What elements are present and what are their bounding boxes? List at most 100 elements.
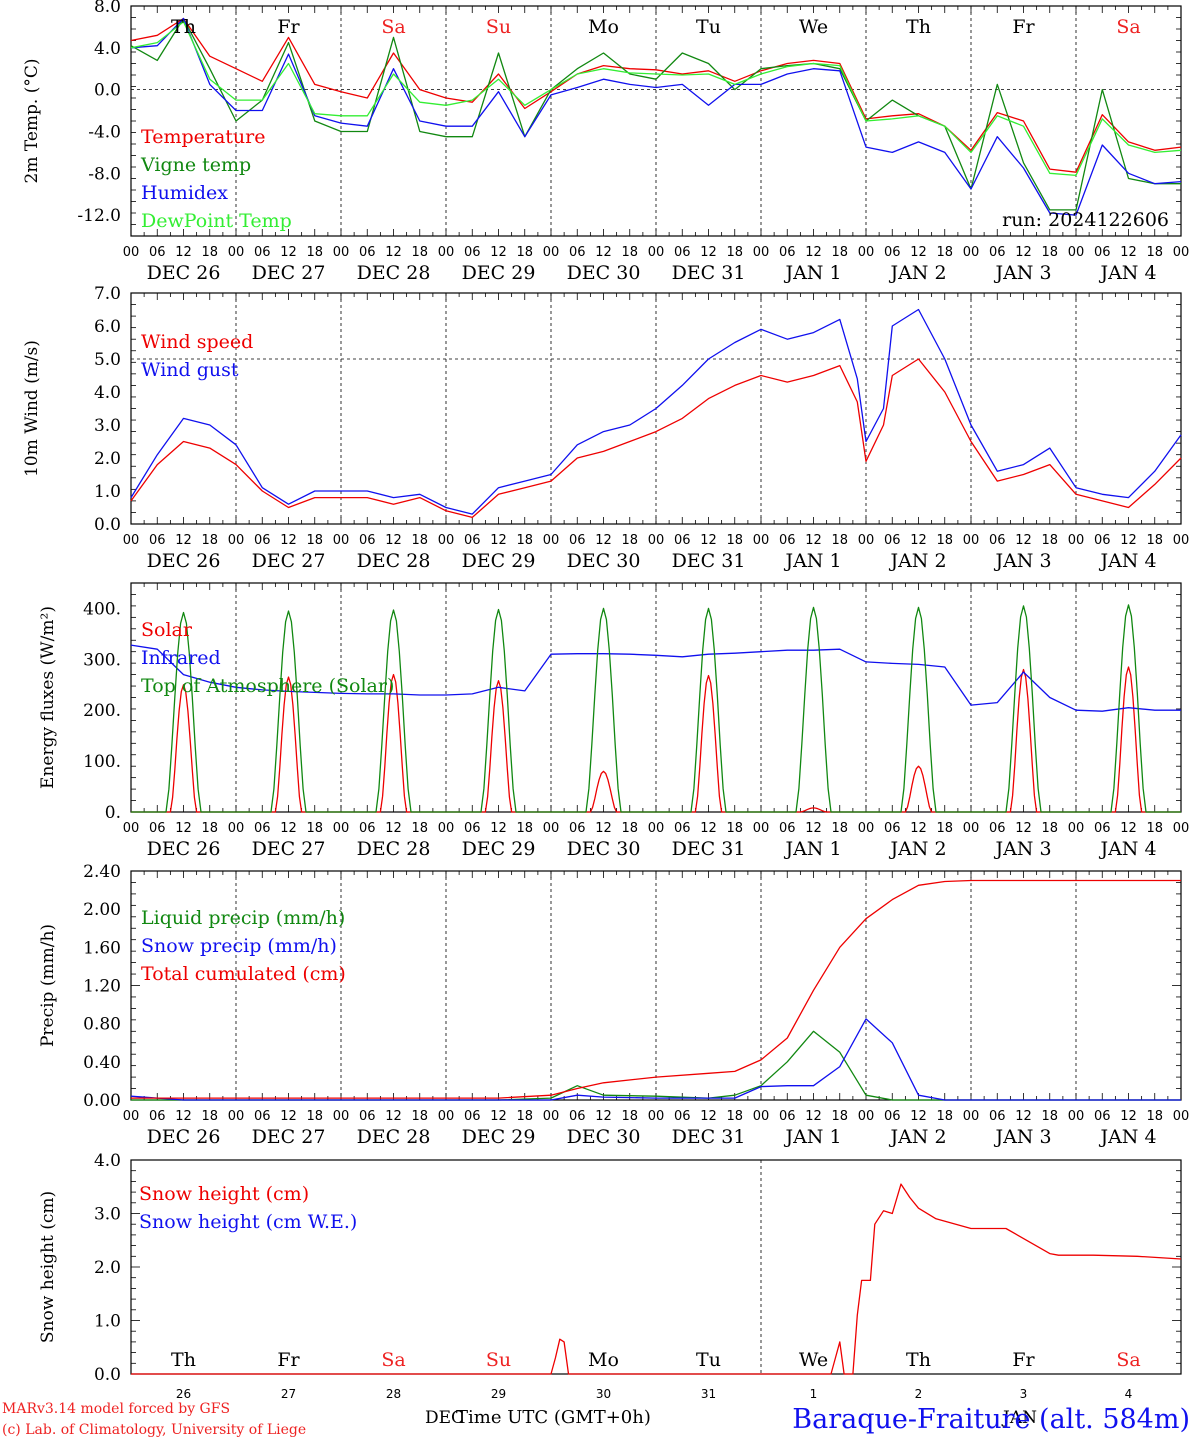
hour-label: 12 <box>700 533 717 548</box>
hour-label: 06 <box>779 821 796 836</box>
y-tick-label: 1.60 <box>83 938 121 958</box>
y-tick-label: 1.0 <box>94 482 121 502</box>
date-label: DEC 30 <box>567 550 641 572</box>
x-axis-label: Time UTC (GMT+0h) <box>456 1407 651 1428</box>
hour-label: 12 <box>490 533 507 548</box>
hour-label: 12 <box>700 821 717 836</box>
date-label: JAN 3 <box>993 1126 1051 1148</box>
date-label: JAN 2 <box>888 262 946 284</box>
weekday-label: We <box>799 16 828 38</box>
y-tick-label: 0.0 <box>94 81 121 101</box>
hour-label: 00 <box>333 821 350 836</box>
hour-label: 18 <box>1041 1109 1058 1124</box>
hour-label: 00 <box>438 245 455 260</box>
y-tick-label: 0.80 <box>83 1015 121 1035</box>
y-tick-label: 0.40 <box>83 1053 121 1073</box>
hour-label: 06 <box>569 533 586 548</box>
legend-entry: Snow height (cm W.E.) <box>139 1211 357 1233</box>
date-label: DEC 30 <box>567 262 641 284</box>
day-number-label: 30 <box>596 1387 611 1401</box>
legend-entry: Snow precip (mm/h) <box>141 935 337 957</box>
hour-label: 06 <box>1094 245 1111 260</box>
y-tick-label: 3.0 <box>94 416 121 436</box>
hour-label: 00 <box>963 533 980 548</box>
hour-label: 00 <box>438 533 455 548</box>
panel-3 <box>130 582 1182 813</box>
hour-label: 00 <box>543 1109 560 1124</box>
weekday-label: Fr <box>277 16 300 38</box>
hour-label: 12 <box>490 1109 507 1124</box>
y-tick-label: -12.0 <box>77 206 121 226</box>
date-label: JAN 2 <box>888 1126 946 1148</box>
day-number-label: 3 <box>1020 1387 1028 1401</box>
date-label: DEC 27 <box>252 262 326 284</box>
series-line-snow-precip-mm-h- <box>130 1018 1181 1101</box>
hour-label: 00 <box>123 821 140 836</box>
hour-label: 06 <box>674 533 691 548</box>
y-axis-label: 10m Wind (m/s) <box>22 340 42 477</box>
hour-label: 18 <box>516 1109 533 1124</box>
y-tick-label: 8.0 <box>94 0 121 17</box>
day-number-label: 4 <box>1125 1387 1133 1401</box>
hour-label: 12 <box>1015 245 1032 260</box>
date-label: DEC 29 <box>462 262 536 284</box>
hour-label: 00 <box>858 821 875 836</box>
hour-label: 00 <box>228 821 245 836</box>
hour-label: 06 <box>464 245 481 260</box>
hour-label: 18 <box>411 245 428 260</box>
weekday-label: Mo <box>588 1349 619 1371</box>
hour-label: 00 <box>1068 821 1085 836</box>
date-label: JAN 3 <box>993 838 1051 860</box>
y-tick-label: 400. <box>83 599 121 619</box>
hour-label: 18 <box>411 1109 428 1124</box>
hour-label: 00 <box>753 533 770 548</box>
hour-label: 00 <box>1068 245 1085 260</box>
date-label: DEC 26 <box>147 262 221 284</box>
hour-label: 06 <box>989 821 1006 836</box>
hour-label: 06 <box>674 821 691 836</box>
weekday-label: Fr <box>1012 16 1035 38</box>
hour-label: 12 <box>595 245 612 260</box>
weekday-label: Sa <box>1116 1349 1140 1371</box>
y-tick-label: 300. <box>83 650 121 670</box>
hour-label: 18 <box>306 821 323 836</box>
month-label-dec: DEC <box>425 1408 464 1428</box>
hour-label: 00 <box>648 533 665 548</box>
date-label: DEC 28 <box>357 550 431 572</box>
hour-label: 18 <box>936 1109 953 1124</box>
hour-label: 00 <box>1173 821 1190 836</box>
date-label: JAN 3 <box>993 550 1051 572</box>
weekday-label: Mo <box>588 16 619 38</box>
day-number-label: 1 <box>810 1387 818 1401</box>
hour-label: 18 <box>726 533 743 548</box>
y-axis-label: 2m Temp. (°C) <box>22 58 42 183</box>
date-label: DEC 29 <box>462 1126 536 1148</box>
legend-entry: Vigne temp <box>140 154 251 176</box>
hour-label: 06 <box>254 533 271 548</box>
hour-label: 00 <box>228 533 245 548</box>
hour-label: 12 <box>805 821 822 836</box>
hour-label: 12 <box>280 245 297 260</box>
hour-label: 12 <box>700 245 717 260</box>
weekday-label: Su <box>486 16 511 38</box>
hour-label: 12 <box>910 245 927 260</box>
date-label: JAN 2 <box>888 838 946 860</box>
hour-label: 12 <box>805 533 822 548</box>
y-axis-label: Energy fluxes (W/m²) <box>38 606 58 789</box>
station-name: Baraque-Fraiture (alt. 584m) <box>792 1404 1190 1435</box>
hour-label: 06 <box>884 821 901 836</box>
date-label: DEC 27 <box>252 550 326 572</box>
hour-label: 00 <box>333 245 350 260</box>
weekday-label: Th <box>906 1349 931 1371</box>
hour-label: 06 <box>779 533 796 548</box>
legend-entry: DewPoint Temp <box>141 210 292 232</box>
hour-label: 12 <box>175 821 192 836</box>
hour-label: 00 <box>438 1109 455 1124</box>
hour-label: 18 <box>306 245 323 260</box>
date-label: JAN 4 <box>1098 1126 1156 1148</box>
hour-label: 06 <box>1094 533 1111 548</box>
date-label: DEC 26 <box>147 1126 221 1148</box>
hour-label: 12 <box>595 1109 612 1124</box>
hour-label: 06 <box>1094 821 1111 836</box>
